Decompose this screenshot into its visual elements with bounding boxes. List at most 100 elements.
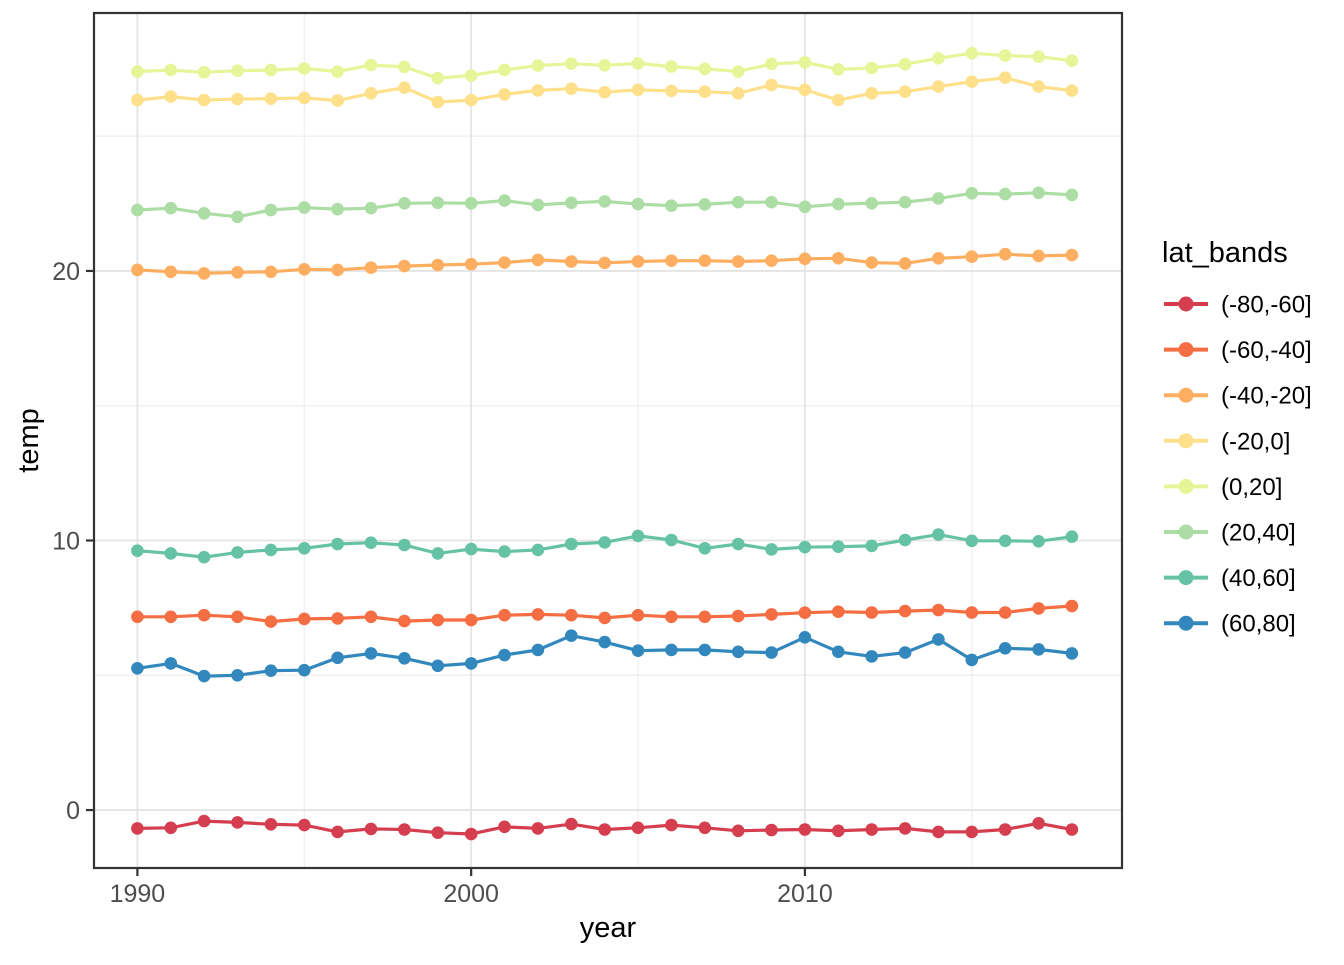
data-point [731, 824, 745, 838]
series-line-7 [131, 629, 1079, 683]
data-point [231, 266, 244, 279]
data-point [631, 644, 645, 657]
data-point [798, 83, 812, 97]
data-point [231, 64, 244, 77]
data-point [331, 612, 344, 625]
data-point [932, 603, 945, 617]
data-point [1065, 54, 1079, 67]
data-point [865, 61, 878, 75]
data-point [531, 822, 545, 835]
data-point [131, 544, 144, 557]
data-point [164, 610, 178, 624]
data-point [598, 59, 611, 72]
data-point [898, 604, 912, 618]
data-point [765, 195, 778, 209]
data-point [164, 201, 178, 215]
data-point [364, 87, 378, 100]
legend-item-label: (-20,0] [1221, 428, 1290, 455]
data-point [865, 87, 878, 100]
data-point [631, 197, 645, 211]
data-point [665, 818, 678, 832]
data-point [631, 821, 645, 835]
x-tick-label: 1990 [110, 880, 166, 908]
data-point [164, 821, 178, 835]
data-point [398, 652, 411, 665]
data-point [431, 826, 445, 839]
data-point [865, 823, 878, 836]
data-point [464, 197, 478, 210]
data-point [1032, 249, 1045, 263]
series-line-2 [131, 247, 1079, 280]
data-point [965, 825, 979, 839]
data-point [665, 533, 678, 547]
data-point [331, 825, 344, 839]
data-point [298, 818, 311, 832]
data-point [731, 65, 745, 78]
data-point [698, 542, 712, 555]
legend-key-point [1178, 387, 1194, 403]
y-tick-label: 20 [52, 258, 80, 286]
data-point [665, 60, 678, 73]
data-point [164, 265, 178, 279]
x-tick-label: 2000 [443, 880, 499, 908]
data-point [531, 543, 545, 557]
data-point [298, 612, 311, 626]
data-point [498, 256, 511, 269]
data-point [932, 192, 945, 205]
data-point [264, 818, 278, 831]
legend-title: lat_bands [1162, 237, 1288, 269]
data-point [832, 645, 845, 659]
data-point [998, 606, 1012, 619]
data-point [464, 542, 478, 556]
data-point [898, 533, 912, 547]
data-point [398, 197, 411, 210]
data-point [932, 251, 945, 265]
data-point [998, 534, 1012, 548]
data-point [164, 63, 178, 77]
data-point [798, 252, 812, 266]
data-point [464, 613, 478, 627]
series-line-1 [131, 599, 1079, 628]
legend-item-label: (60,80] [1221, 611, 1296, 638]
data-point [264, 92, 278, 105]
data-point [464, 69, 478, 82]
data-point [598, 536, 611, 549]
data-point [464, 657, 478, 670]
data-point [598, 823, 611, 836]
data-point [731, 645, 745, 659]
data-point [798, 606, 812, 619]
data-point [431, 95, 445, 109]
legend-item: (20,40] [1164, 520, 1296, 547]
data-point [364, 822, 378, 836]
data-point [598, 195, 611, 208]
data-point [197, 93, 211, 107]
data-point [665, 199, 678, 212]
data-point [832, 605, 845, 618]
data-point [364, 647, 378, 660]
data-point [998, 71, 1012, 84]
data-point [197, 669, 211, 683]
data-point [765, 254, 778, 267]
data-point [331, 651, 344, 665]
data-point [698, 198, 712, 211]
data-point [565, 608, 578, 622]
x-tick-label: 2010 [777, 880, 833, 908]
data-point [565, 57, 578, 70]
data-point [998, 823, 1012, 836]
data-point [598, 256, 611, 270]
data-point [431, 196, 445, 210]
data-point [598, 635, 611, 649]
legend-key-point [1178, 615, 1194, 631]
data-point [865, 606, 878, 619]
data-point [398, 538, 411, 552]
data-point [965, 46, 979, 60]
data-point [998, 247, 1012, 261]
series-line-3 [131, 71, 1079, 109]
series-line-5 [131, 186, 1079, 224]
data-point [1032, 535, 1045, 548]
data-point [231, 610, 244, 624]
legend-key-point [1178, 433, 1194, 449]
legend-key-point [1178, 342, 1194, 358]
legend-item: (-60,-40] [1164, 337, 1312, 364]
